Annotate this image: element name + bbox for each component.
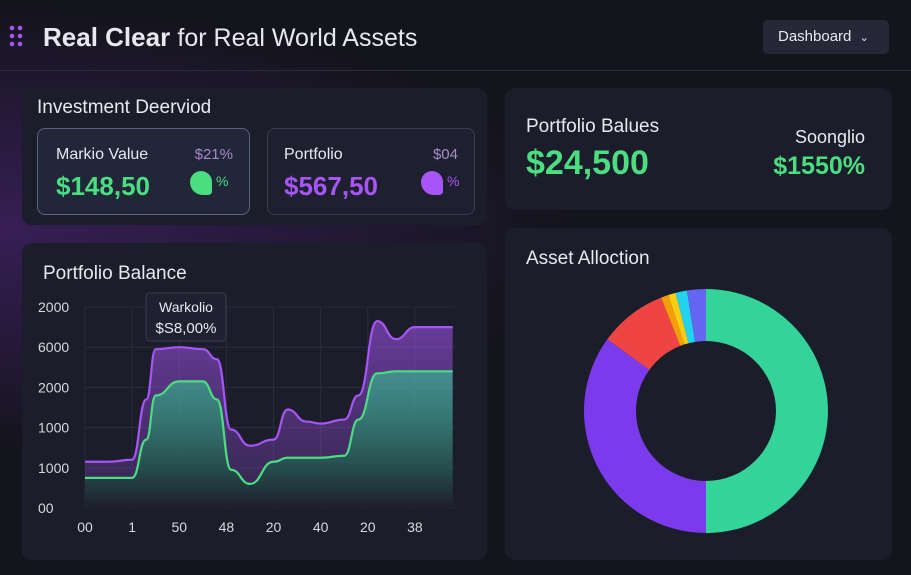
dashboard-dropdown[interactable]: Dashboard ⌄ <box>763 20 889 54</box>
card-change: $21% <box>194 146 233 163</box>
overview-title: Investment Deerviod <box>37 97 212 118</box>
metric-card[interactable]: Portfolio $04 $567,50 % <box>267 128 475 215</box>
summary-panel: Portfolio Balues $24,500 Soonglio $1550% <box>505 88 892 210</box>
header-divider <box>0 70 911 71</box>
y-tick-label: 00 <box>38 500 54 516</box>
summary-title: Portfolio Balues <box>526 116 660 137</box>
card-value: $567,50 <box>284 171 378 201</box>
dropdown-label: Dashboard <box>778 28 852 45</box>
menu-icon[interactable] <box>8 24 26 48</box>
donut-slice <box>607 297 681 370</box>
card-label: Markio Value <box>56 146 149 163</box>
y-tick-label: 1000 <box>38 420 69 436</box>
chevron: ⌄ <box>859 32 869 44</box>
donut-slice <box>675 290 696 344</box>
card-value: $148,50 <box>56 171 150 201</box>
title-rest: for Real World Assets <box>177 24 418 52</box>
donut-slice <box>584 339 706 533</box>
y-tick-label: 1000 <box>38 460 69 476</box>
menu-dots <box>9 25 23 47</box>
tooltip-box <box>145 292 227 342</box>
summary-value: $24,500 <box>526 144 649 182</box>
donut-slice <box>686 289 706 342</box>
tooltip-title: Warkolio <box>159 299 213 315</box>
x-tick-label: 38 <box>407 519 423 535</box>
x-tick-label: 00 <box>77 519 93 535</box>
y-tick-label: 2000 <box>38 379 69 395</box>
series-line <box>84 319 453 463</box>
donut-slice <box>706 289 828 533</box>
x-tick-label: 40 <box>313 519 329 535</box>
line-chart-title: Portfolio Balance <box>43 263 187 284</box>
card-icon-text: % <box>216 173 229 189</box>
card-change: $04 <box>432 146 458 163</box>
y-tick-label: 6000 <box>38 339 69 355</box>
summary-side-value: $1550% <box>773 152 865 180</box>
app-title: Real Clear for Real World Assets <box>43 22 417 53</box>
tooltip-value: $S8,00% <box>156 320 217 337</box>
card-label: Portfolio <box>284 146 343 163</box>
x-tick-label: 50 <box>171 519 187 535</box>
donut-chart-title: Asset Alloction <box>526 248 650 269</box>
donut-slice <box>668 292 689 345</box>
y-tick-label: 2000 <box>38 299 69 315</box>
card-icon-text: % <box>447 173 460 189</box>
x-tick-label: 20 <box>266 519 282 535</box>
series-area <box>85 371 453 508</box>
tooltip: Warkolio $S8,00% <box>145 292 227 342</box>
title-bold: Real Clear <box>43 22 171 52</box>
x-tick-label: 48 <box>219 519 235 535</box>
x-tick-label: 20 <box>360 519 376 535</box>
x-tick-label: 1 <box>128 519 136 535</box>
summary-side-label: Soonglio <box>794 127 865 147</box>
card-icon <box>421 171 443 195</box>
series-line <box>85 370 453 485</box>
metric-card[interactable]: Markio Value $21% $148,50 % <box>37 128 250 215</box>
card-icon <box>190 171 212 195</box>
donut-slice <box>661 294 685 346</box>
